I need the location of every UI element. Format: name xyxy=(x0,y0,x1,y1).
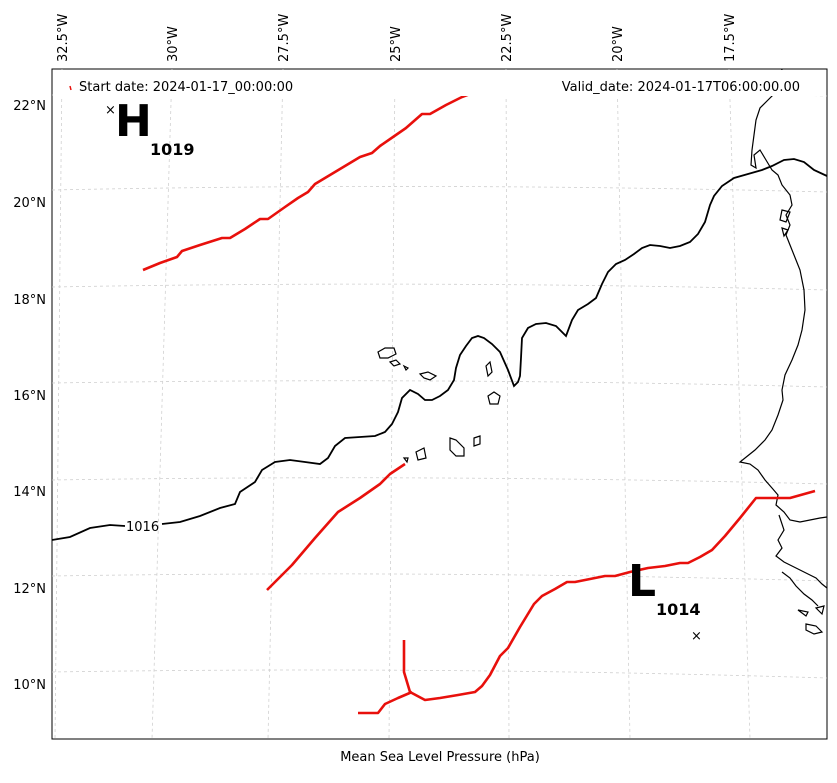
lon-label: 30°W xyxy=(166,26,181,62)
legend-swatch xyxy=(69,85,72,91)
low-marker: × xyxy=(691,629,702,644)
lat-label: 18°N xyxy=(13,293,46,308)
high-letter: H xyxy=(115,96,152,147)
map-frame xyxy=(51,68,828,740)
lon-label: 25°W xyxy=(389,26,404,62)
islands xyxy=(377,347,501,464)
lat-label: 14°N xyxy=(13,485,46,500)
lon-label: 20°W xyxy=(611,26,626,62)
lon-labels: 32.5°W 30°W 27.5°W 25°W 22.5°W 20°W 17.5… xyxy=(56,14,738,62)
lat-label: 22°N xyxy=(13,99,46,114)
start-date: Start date: 2024-01-17_00:00:00 xyxy=(79,80,293,95)
lon-label: 27.5°W xyxy=(277,14,292,62)
lat-label: 12°N xyxy=(13,582,46,597)
high-pressure-center: × H 1019 xyxy=(105,96,195,159)
map-caption: Mean Sea Level Pressure (hPa) xyxy=(340,750,540,765)
header-band xyxy=(53,70,826,96)
isobar-label: 1016 xyxy=(126,520,159,535)
high-value: 1019 xyxy=(150,140,195,159)
lon-label: 17.5°W xyxy=(723,14,738,62)
fronts xyxy=(142,92,816,715)
high-marker: × xyxy=(105,103,116,118)
lat-label: 10°N xyxy=(13,678,46,693)
low-pressure-center: L 1014 × xyxy=(628,556,702,644)
low-letter: L xyxy=(628,556,656,607)
lat-label: 20°N xyxy=(13,196,46,211)
lat-labels: 22°N 20°N 18°N 16°N 14°N 12°N 10°N xyxy=(13,99,46,693)
coastline xyxy=(738,68,828,635)
valid-date: Valid_date: 2024-01-17T06:00:00.00 xyxy=(562,80,800,95)
low-value: 1014 xyxy=(656,600,701,619)
lat-label: 16°N xyxy=(13,389,46,404)
isobar-1016 xyxy=(51,158,828,541)
lon-label: 22.5°W xyxy=(500,14,515,62)
lon-label: 32.5°W xyxy=(56,14,71,62)
